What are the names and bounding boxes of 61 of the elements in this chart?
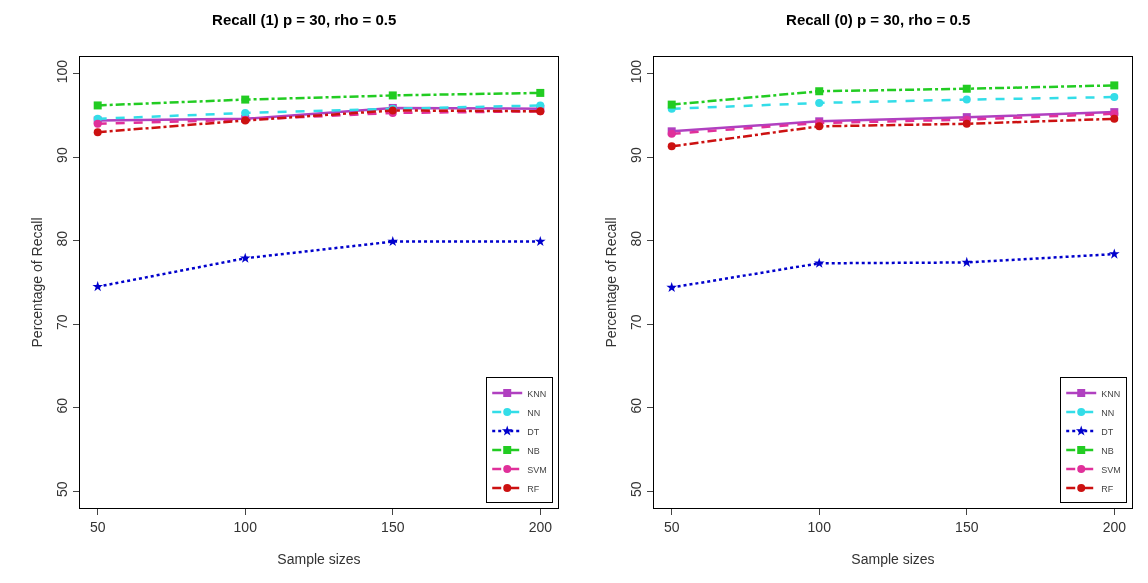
point: [815, 98, 824, 107]
point: [1110, 114, 1119, 123]
x-tick-label: 200: [1102, 518, 1127, 535]
point: [1108, 248, 1120, 259]
y-tick-label: 100: [628, 59, 645, 84]
y-tick-label: 50: [54, 481, 71, 497]
legend-label: NB: [527, 445, 540, 456]
point: [962, 84, 971, 93]
point: [534, 235, 546, 247]
point: [92, 281, 104, 292]
legend-label: RF: [1101, 483, 1114, 494]
chart-title: Recall (0) p = 30, rho = 0.5: [786, 11, 971, 29]
y-tick-label: 60: [54, 397, 71, 414]
point: [961, 256, 973, 267]
x-tick-label: 100: [807, 518, 832, 535]
point: [666, 281, 678, 293]
x-tick-label: 150: [381, 518, 405, 535]
point: [388, 91, 397, 100]
point: [93, 101, 102, 110]
legend-label: RF: [527, 483, 540, 494]
point: [667, 100, 676, 109]
x-tick-label: 200: [528, 518, 553, 535]
legend-label: NN: [527, 407, 541, 418]
legend-label: NB: [1101, 445, 1114, 456]
y-tick-label: 60: [628, 397, 645, 414]
chart-title: Recall (1) p = 30, rho = 0.5: [212, 11, 397, 29]
point: [387, 235, 399, 247]
y-axis-title: Percentage of Recall: [29, 217, 45, 348]
legend-label: SVM: [1101, 464, 1121, 475]
point: [536, 88, 545, 97]
point: [241, 95, 250, 104]
legend-label: KNN: [527, 388, 547, 399]
y-tick-label: 80: [628, 230, 645, 247]
point: [815, 122, 824, 131]
y-tick-label: 70: [54, 314, 71, 330]
point: [667, 142, 676, 151]
y-tick-label: 80: [54, 230, 71, 247]
legend-label: KNN: [1101, 388, 1121, 399]
x-tick-label: 150: [955, 518, 979, 535]
point: [962, 119, 971, 128]
point: [815, 87, 824, 96]
y-tick-label: 50: [628, 481, 645, 497]
point: [962, 95, 971, 104]
y-axis-title: Percentage of Recall: [603, 217, 619, 348]
point: [93, 128, 102, 137]
x-tick-label: 50: [663, 518, 680, 535]
legend-label: DT: [527, 426, 540, 437]
point: [1110, 93, 1119, 102]
legend-label: NN: [1101, 407, 1115, 418]
y-tick-label: 90: [628, 147, 645, 163]
legend-label: SVM: [527, 464, 547, 475]
y-tick-label: 70: [628, 314, 645, 330]
point: [1110, 81, 1119, 90]
x-tick-label: 100: [233, 518, 258, 535]
x-axis-title: Sample sizes: [277, 551, 361, 568]
x-tick-label: 50: [89, 518, 106, 535]
y-tick-label: 90: [54, 147, 71, 163]
point: [241, 108, 250, 117]
y-tick-label: 100: [54, 59, 71, 84]
legend-label: DT: [1101, 426, 1114, 437]
x-axis-title: Sample sizes: [851, 551, 935, 568]
